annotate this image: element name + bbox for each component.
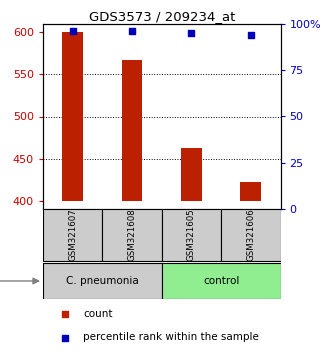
Bar: [221, 209, 280, 261]
Point: [129, 29, 135, 34]
Point: [70, 29, 75, 34]
Text: C. pneumonia: C. pneumonia: [66, 276, 139, 286]
Bar: [43, 263, 162, 299]
Text: control: control: [203, 276, 239, 286]
Bar: [240, 182, 261, 201]
Bar: [162, 209, 221, 261]
Bar: [121, 60, 142, 201]
Text: count: count: [83, 309, 113, 319]
Point: [62, 312, 67, 317]
Point: [62, 335, 67, 340]
Bar: [102, 209, 162, 261]
Bar: [162, 263, 280, 299]
Bar: [181, 148, 202, 201]
Text: GSM321608: GSM321608: [127, 209, 137, 262]
Bar: [62, 33, 83, 201]
Text: GSM321606: GSM321606: [246, 209, 255, 262]
Title: GDS3573 / 209234_at: GDS3573 / 209234_at: [88, 10, 235, 23]
Text: GSM321605: GSM321605: [187, 209, 196, 262]
Point: [189, 30, 194, 36]
Text: percentile rank within the sample: percentile rank within the sample: [83, 332, 259, 343]
Text: GSM321607: GSM321607: [68, 209, 77, 262]
Point: [248, 32, 253, 38]
Bar: [43, 209, 102, 261]
